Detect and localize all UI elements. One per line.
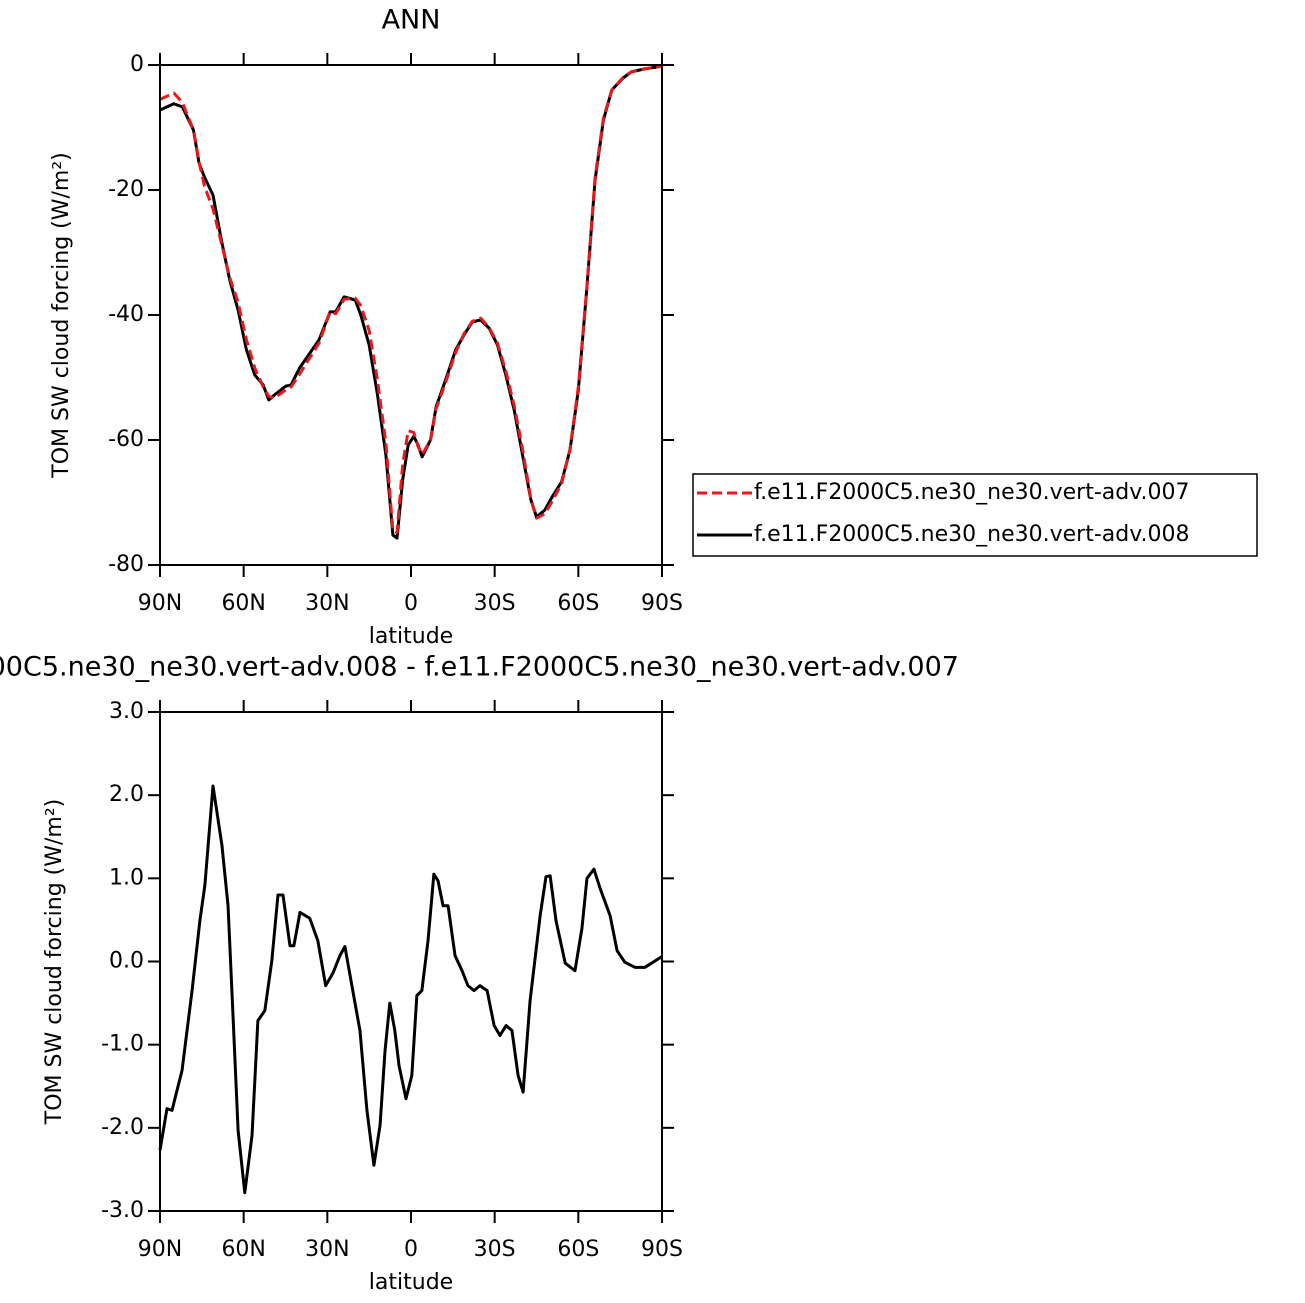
y-tick-label: 2.0 bbox=[109, 782, 144, 807]
x-tick-label: 0 bbox=[404, 1237, 418, 1262]
x-tick-label: 90N bbox=[138, 591, 182, 616]
y-tick-label: 0 bbox=[130, 52, 144, 77]
y-tick-label: 3.0 bbox=[109, 699, 144, 724]
plot-frame bbox=[159, 64, 663, 566]
x-tick-label: 60N bbox=[221, 1237, 265, 1262]
data-line bbox=[159, 64, 663, 534]
y-axis-label: TOM SW cloud forcing (W/m²) bbox=[49, 152, 74, 478]
chart-title: ANN bbox=[382, 5, 441, 36]
data-line bbox=[158, 784, 663, 1195]
y-tick-label: -2.0 bbox=[101, 1115, 144, 1140]
x-tick-label: 30N bbox=[305, 591, 349, 616]
x-tick-label: 30S bbox=[474, 1237, 516, 1262]
x-tick-label: 0 bbox=[404, 591, 418, 616]
y-tick-label: -40 bbox=[108, 302, 144, 327]
plot-frame bbox=[159, 711, 663, 1212]
x-tick-label: 90N bbox=[138, 1237, 182, 1262]
y-tick-label: -3.0 bbox=[101, 1198, 144, 1223]
y-tick-label: 0.0 bbox=[109, 949, 144, 974]
chart-title: f.e11.F2000C5.ne30_ne30.vert-adv.008 - f… bbox=[0, 652, 959, 683]
x-tick-label: 30N bbox=[305, 1237, 349, 1262]
y-tick-label: 1.0 bbox=[109, 865, 144, 890]
y-tick-label: -60 bbox=[108, 427, 144, 452]
y-tick-label: -80 bbox=[108, 552, 144, 577]
x-axis-label: latitude bbox=[369, 1270, 453, 1295]
x-tick-label: 60N bbox=[221, 591, 265, 616]
x-tick-label: 60S bbox=[557, 1237, 599, 1262]
legend-box bbox=[692, 473, 1258, 557]
x-axis-label: latitude bbox=[369, 624, 453, 649]
legend-label: f.e11.F2000C5.ne30_ne30.vert-adv.007 bbox=[754, 480, 1190, 505]
y-axis-label: TOM SW cloud forcing (W/m²) bbox=[42, 799, 67, 1125]
x-tick-label: 30S bbox=[474, 591, 516, 616]
x-tick-label: 60S bbox=[557, 591, 599, 616]
x-tick-label: 90S bbox=[641, 591, 683, 616]
y-tick-label: -20 bbox=[108, 177, 144, 202]
x-tick-label: 90S bbox=[641, 1237, 683, 1262]
y-tick-label: -1.0 bbox=[101, 1032, 144, 1057]
legend-label: f.e11.F2000C5.ne30_ne30.vert-adv.008 bbox=[754, 522, 1190, 547]
